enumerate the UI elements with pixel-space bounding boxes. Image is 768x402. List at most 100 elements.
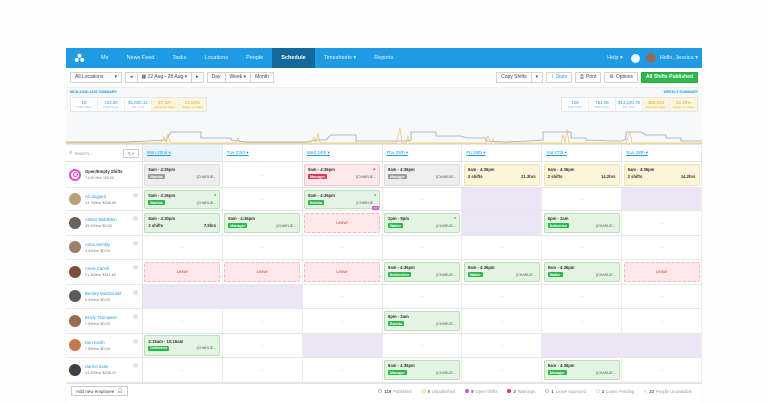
- day-cell[interactable]: [223, 358, 303, 382]
- day-cell[interactable]: [303, 309, 383, 333]
- day-cell[interactable]: [622, 309, 702, 333]
- shift-group-card[interactable]: 9am - 4:36pm 2 shifts 14.2hrs: [623, 163, 700, 186]
- day-cell[interactable]: 6pm - 2am Deliveries [CHARLIE...: [542, 211, 623, 235]
- day-cell[interactable]: 9am - 4:36pm Waiter [CHARLIE...: [542, 260, 623, 284]
- nav-timesheets[interactable]: Timesheets ▾: [323, 55, 357, 61]
- employee-name[interactable]: Annie Carroll: [85, 266, 110, 272]
- day-header-mon[interactable]: Mon 22nd ▾: [142, 145, 223, 161]
- shift-card[interactable]: 9am - 4:36pm Manager [CHARLIE...: [543, 359, 620, 380]
- day-cell[interactable]: 8am - 4:30pm 2 shifts 7.5hrs: [143, 211, 223, 235]
- location-select[interactable]: All Locations ▾: [70, 72, 122, 83]
- day-cell[interactable]: [542, 309, 623, 333]
- employee-name[interactable]: Anna Hembly: [85, 241, 111, 247]
- shift-card[interactable]: ▲ 9am - 4:36pm Manager [CHARLIE...: [304, 163, 380, 186]
- employee-options-icon[interactable]: [132, 265, 138, 270]
- day-cell[interactable]: [143, 358, 223, 382]
- day-header-wed[interactable]: Wed 24th ▾: [303, 145, 383, 161]
- copy-shifts-dropdown[interactable]: ▾: [530, 72, 544, 83]
- day-cell[interactable]: [223, 162, 303, 187]
- nav-schedule[interactable]: Schedule: [272, 48, 315, 68]
- legend-open-shifts[interactable]: 8 Open Shifts: [465, 389, 497, 394]
- nav-locations[interactable]: Locations: [204, 55, 229, 61]
- day-cell[interactable]: [462, 333, 543, 357]
- day-cell[interactable]: ■ 9am - 4:36pm Barista [CHARLIE...: [143, 188, 223, 210]
- day-cell-unavailable[interactable]: [302, 333, 383, 357]
- day-cell[interactable]: [462, 284, 543, 308]
- help-menu[interactable]: Help ▾: [607, 55, 623, 61]
- legend-people-unavailable[interactable]: 23 People Unavailable: [644, 389, 692, 394]
- day-header-sat[interactable]: Sat 27th ▾: [542, 145, 623, 161]
- day-cell[interactable]: [462, 235, 543, 259]
- day-cell[interactable]: 9am - 4:36pm Manager [CHARLIE...: [383, 358, 463, 382]
- day-cell[interactable]: [223, 235, 303, 259]
- day-cell[interactable]: 9am - 4:36pm 2 shifts 14.2hrs: [622, 162, 702, 187]
- employee-options-icon[interactable]: [132, 193, 138, 198]
- day-cell[interactable]: [462, 358, 543, 382]
- shift-card[interactable]: 6pm - 2am Deliveries [CHARLIE...: [543, 212, 620, 233]
- shift-card[interactable]: ■ 9am - 4:36pm Barista [CHARLIE...: [144, 189, 221, 209]
- day-cell-unavailable[interactable]: [462, 188, 543, 210]
- day-cell[interactable]: [143, 309, 223, 333]
- day-cell[interactable]: 9am - 4:36pm Barista [CHARLIE...: [143, 162, 223, 187]
- legend-published[interactable]: 119 Published: [378, 389, 412, 394]
- sort-button[interactable]: ⇅ ▾: [122, 148, 139, 158]
- employee-options-icon[interactable]: [132, 314, 138, 319]
- day-cell[interactable]: 9am - 4:36pm 2 shifts 14.2hrs: [542, 162, 623, 187]
- shift-card[interactable]: 9am - 4:36pm Bartenders [CHARLIE...: [384, 261, 460, 282]
- day-cell[interactable]: ■ 9am - 4:36pm Barista [CHARLIE... OT: [303, 188, 383, 210]
- shift-group-card[interactable]: 8am - 4:30pm 2 shifts 7.5hrs: [144, 212, 221, 233]
- day-cell[interactable]: [622, 235, 702, 259]
- legend-leave-approved[interactable]: 1 Leave Approved: [545, 389, 586, 394]
- day-header-tue[interactable]: Tue 23rd ▾: [223, 145, 303, 161]
- leave-block[interactable]: Leave: [224, 261, 301, 282]
- day-cell[interactable]: [542, 188, 623, 210]
- employee-options-icon[interactable]: [132, 363, 138, 368]
- employee-options-icon[interactable]: [132, 338, 138, 344]
- publish-button[interactable]: All Shifts Published: [641, 72, 698, 83]
- employee-name[interactable]: Amber Middleton: [85, 217, 117, 223]
- nav-tasks[interactable]: Tasks: [172, 55, 187, 61]
- nav-me[interactable]: Me: [101, 55, 109, 61]
- options-button[interactable]: ⚙ Options: [604, 72, 639, 83]
- user-menu[interactable]: Hello, Jessica ▾: [659, 55, 698, 61]
- view-month-button[interactable]: Month: [250, 72, 275, 83]
- employee-search[interactable]: ⚲ Search...: [69, 150, 93, 156]
- day-cell[interactable]: [383, 235, 463, 259]
- day-cell[interactable]: Leave: [143, 260, 223, 284]
- day-cell-unavailable[interactable]: [222, 284, 303, 308]
- shift-card[interactable]: 2:15am - 10:15am Deliveries [CHARLIE...: [144, 335, 221, 356]
- day-cell[interactable]: [383, 333, 463, 357]
- day-cell[interactable]: [223, 188, 303, 210]
- day-cell[interactable]: 9am - 4:36pm Waiter [CHARLIE...: [462, 260, 543, 284]
- day-cell[interactable]: [223, 309, 303, 333]
- day-cell[interactable]: [542, 284, 623, 308]
- day-cell[interactable]: 9am - 4:36pm Manager [CHARLIE...: [542, 358, 623, 382]
- day-cell[interactable]: [622, 284, 702, 308]
- shift-card[interactable]: 9am - 4:36pm Waiter [CHARLIE...: [543, 261, 620, 282]
- day-cell[interactable]: 9am - 4:36pm Manager [CHARLIE...: [383, 162, 463, 187]
- add-employee-button[interactable]: Add new employee 👤︎: [71, 386, 128, 396]
- nav-reports[interactable]: Reports: [374, 55, 394, 61]
- shift-card[interactable]: 9am - 4:36pm Waiter [CHARLIE...: [463, 261, 540, 282]
- day-cell[interactable]: ▲ 9am - 4:36pm Manager [CHARLIE...: [303, 162, 383, 187]
- shift-card[interactable]: 9am - 4:36pm Manager [CHARLIE...: [384, 359, 460, 380]
- day-cell-unavailable[interactable]: [542, 333, 623, 357]
- day-cell[interactable]: 9am - 4:36pm Manager [CHARLIE...: [223, 211, 303, 235]
- globe-icon[interactable]: [630, 53, 640, 63]
- day-cell[interactable]: 6pm - 2am Barista [CHARLIE...: [383, 309, 463, 333]
- day-cell[interactable]: [303, 358, 383, 382]
- employee-name[interactable]: Bentley MacDonald: [85, 290, 122, 296]
- day-cell[interactable]: [303, 235, 383, 259]
- next-week-button[interactable]: ▸: [191, 72, 204, 83]
- day-cell-unavailable[interactable]: [142, 284, 223, 308]
- day-cell[interactable]: Leave: [223, 260, 303, 284]
- employee-options-icon[interactable]: [132, 240, 138, 246]
- day-cell[interactable]: Leave: [622, 260, 702, 284]
- day-cell-unavailable[interactable]: [622, 188, 702, 210]
- leave-block[interactable]: Leave: [144, 261, 221, 282]
- legend-warnings[interactable]: 2 Warnings: [507, 389, 535, 394]
- date-range-picker[interactable]: ▦ 22 Aug - 28 Aug ▾: [136, 72, 193, 83]
- shift-group-card[interactable]: 9am - 4:36pm 2 shifts 14.2hrs: [543, 163, 620, 186]
- logo-icon[interactable]: [66, 48, 92, 68]
- copy-shifts-button[interactable]: Copy Shifts: [496, 72, 532, 83]
